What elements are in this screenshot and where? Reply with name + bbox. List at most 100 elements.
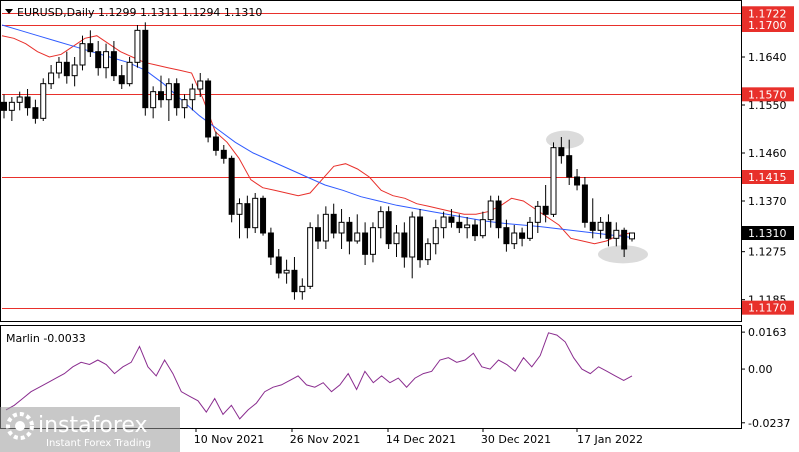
candle-body bbox=[495, 200, 502, 229]
candle-body bbox=[519, 232, 526, 239]
candle-body bbox=[322, 213, 329, 242]
price-tick-label: 1.1640 bbox=[748, 51, 787, 64]
candle-body bbox=[228, 157, 235, 215]
time-tick-label: 10 Nov 2021 bbox=[194, 433, 264, 446]
candle-body bbox=[369, 227, 376, 255]
candle-body bbox=[16, 96, 23, 103]
candle-body bbox=[472, 224, 478, 237]
indicator-tick-label: -0.0237 bbox=[748, 417, 790, 430]
time-tick-label: 17 Jan 2022 bbox=[577, 433, 643, 446]
candle-body bbox=[566, 155, 573, 178]
current-price-box bbox=[742, 226, 794, 240]
candle-body bbox=[126, 61, 133, 85]
watermark-brand: instaforex bbox=[38, 413, 148, 438]
candle-body bbox=[165, 83, 172, 101]
time-tick-label: 30 Dec 2021 bbox=[481, 433, 551, 446]
current-price-label: 1.1310 bbox=[748, 227, 787, 240]
candle-body bbox=[511, 232, 518, 245]
candle-body bbox=[158, 91, 164, 101]
price-tick-label: 1.1370 bbox=[748, 195, 787, 208]
price-tick-label: 1.1460 bbox=[748, 147, 787, 160]
candle-body bbox=[581, 184, 588, 223]
candle-body bbox=[574, 176, 581, 186]
candle-body bbox=[291, 269, 298, 293]
level-label-box bbox=[742, 170, 794, 184]
candle-body bbox=[393, 232, 400, 245]
candle-body bbox=[377, 211, 384, 229]
level-label-box bbox=[742, 6, 794, 21]
level-label-box bbox=[742, 18, 794, 32]
time-tick-label: 26 Nov 2021 bbox=[290, 433, 360, 446]
candle-body bbox=[526, 221, 533, 239]
candle-body bbox=[189, 88, 196, 101]
instaforex-logo: instaforex Instant Forex Trading bbox=[0, 407, 180, 452]
candle-body bbox=[621, 229, 628, 250]
candle-body bbox=[330, 213, 337, 234]
candle-body bbox=[354, 232, 361, 242]
candle-body bbox=[24, 96, 31, 109]
candle-body bbox=[299, 285, 306, 293]
main-pane-frame bbox=[0, 0, 742, 322]
candle-body bbox=[40, 83, 47, 119]
candle-body bbox=[32, 107, 39, 119]
candle-body bbox=[103, 51, 110, 69]
candle-body bbox=[542, 205, 549, 215]
candle-body bbox=[479, 219, 486, 237]
candle-body bbox=[181, 99, 188, 109]
candle-body bbox=[362, 232, 369, 255]
candle-body bbox=[629, 232, 635, 240]
candlesticks bbox=[1, 22, 635, 300]
candle-body bbox=[346, 221, 353, 242]
chart-title: EURUSD,Daily 1.1299 1.1311 1.1294 1.1310 bbox=[17, 6, 262, 19]
candle-body bbox=[605, 221, 612, 239]
candle-body bbox=[558, 147, 565, 157]
candle-body bbox=[55, 61, 62, 74]
candle-body bbox=[613, 229, 620, 239]
candle-body bbox=[142, 29, 149, 109]
candle-body bbox=[315, 227, 321, 242]
candle-body bbox=[534, 205, 541, 223]
candle-body bbox=[212, 136, 219, 151]
level-label-box bbox=[742, 87, 794, 102]
candle-body bbox=[48, 72, 55, 85]
level-label: 1.1415 bbox=[748, 171, 787, 184]
candle-body bbox=[244, 203, 251, 229]
candle-body bbox=[440, 216, 447, 229]
level-label: 1.1170 bbox=[748, 302, 787, 315]
indicator-tick-label: 0.00 bbox=[748, 363, 773, 376]
level-label: 1.1722 bbox=[748, 7, 787, 20]
candle-body bbox=[283, 269, 290, 274]
candle-body bbox=[220, 149, 227, 159]
candle-body bbox=[307, 227, 314, 287]
candle-body bbox=[409, 216, 416, 258]
candle-body bbox=[79, 43, 86, 66]
candle-body bbox=[260, 197, 267, 234]
dropdown-triangle-icon[interactable] bbox=[5, 9, 13, 14]
candle-body bbox=[464, 224, 471, 229]
candle-body bbox=[71, 64, 78, 77]
candle-body bbox=[110, 51, 117, 77]
candle-body bbox=[432, 227, 439, 245]
candle-body bbox=[275, 256, 282, 274]
highlight-ellipses bbox=[546, 130, 648, 264]
price-tick-label: 1.1550 bbox=[748, 99, 787, 112]
price-axis: 1.1722 1.1640 1.1550 1.1460 1.1370 1.1275 1.11… bbox=[741, 6, 794, 315]
candle-body bbox=[150, 91, 157, 109]
candle-body bbox=[95, 51, 102, 69]
candle-body bbox=[597, 221, 604, 231]
candle-body bbox=[87, 43, 94, 53]
candle-body bbox=[252, 197, 259, 229]
candle-body bbox=[417, 216, 424, 261]
level-label-box bbox=[742, 300, 794, 315]
candle-body bbox=[173, 83, 180, 109]
horizontal-levels bbox=[2, 13, 741, 309]
candle-body bbox=[385, 211, 392, 245]
level-label: 1.1570 bbox=[748, 88, 787, 101]
marlin-indicator: 0.0163 0.00 -0.0237 bbox=[5, 326, 790, 430]
candle-body bbox=[1, 101, 7, 111]
indicator-title: Marlin -0.0033 bbox=[6, 332, 86, 345]
candle-body bbox=[267, 232, 274, 258]
ma-line-red bbox=[1, 35, 631, 245]
candle-body bbox=[118, 75, 125, 85]
